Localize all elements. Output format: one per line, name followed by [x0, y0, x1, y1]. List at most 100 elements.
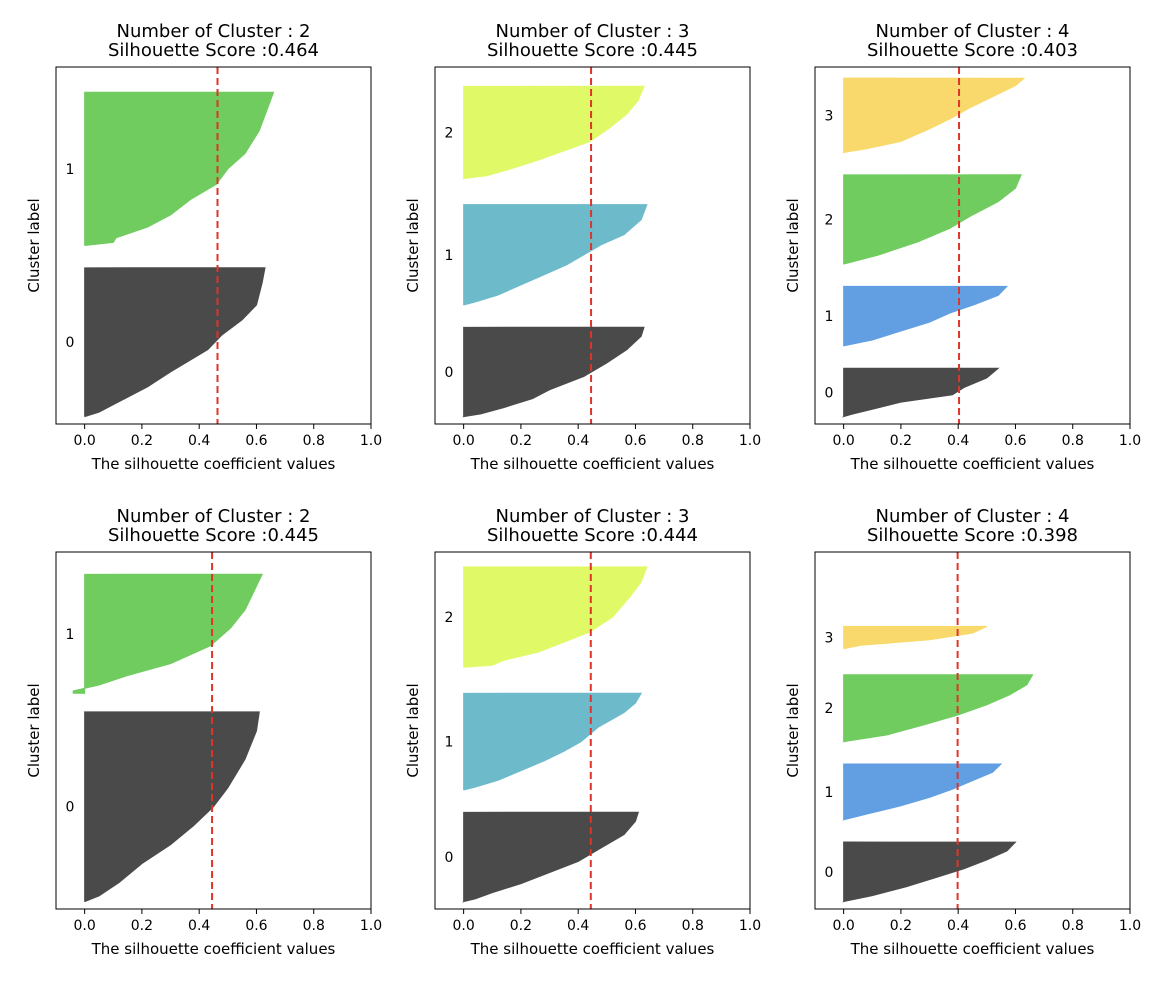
- cluster-1-silhouette: [463, 204, 648, 306]
- x-tick-label: 0.6: [1004, 433, 1026, 449]
- chart-title-line-2: Silhouette Score :0.464: [108, 40, 319, 61]
- y-axis-label: Cluster label: [784, 683, 802, 777]
- x-tick-label: 1.0: [1119, 433, 1141, 449]
- cluster-1-label: 1: [825, 309, 834, 325]
- x-tick-label: 1.0: [739, 918, 761, 934]
- cluster-0-silhouette: [841, 367, 1000, 418]
- cluster-0-label: 0: [825, 385, 834, 401]
- chart-title-line-1: Number of Cluster : 4: [876, 506, 1070, 527]
- y-axis-label: Cluster label: [404, 198, 422, 292]
- y-axis-label: Cluster label: [25, 683, 43, 777]
- x-tick-label: 0.0: [833, 433, 855, 449]
- axes-frame: [814, 551, 1131, 910]
- x-tick-label: 0.2: [510, 433, 532, 449]
- cluster-1-label: 1: [825, 785, 834, 801]
- cluster-0-silhouette: [842, 841, 1017, 903]
- x-axis-label: The silhouette coefficient values: [850, 455, 1095, 473]
- cluster-1-label: 1: [445, 735, 454, 751]
- axes-frame: [55, 66, 372, 425]
- silhouette-panel-3: 0 1 2 3 0.0 0.2 0.4 0.6 0.8 1.0 The silhouette coe…: [784, 21, 1141, 473]
- x-axis-label: The silhouette coefficient values: [91, 455, 336, 473]
- chart-title-line-2: Silhouette Score :0.445: [487, 40, 698, 61]
- x-tick-label: 0.2: [890, 433, 912, 449]
- x-tick-label: 0.6: [624, 918, 646, 934]
- cluster-1-label: 1: [66, 162, 75, 178]
- x-axis-label: The silhouette coefficient values: [470, 455, 715, 473]
- x-tick-label: 0.8: [682, 433, 704, 449]
- cluster-0-label: 0: [825, 865, 834, 881]
- chart-title-line-1: Number of Cluster : 3: [496, 21, 690, 42]
- y-axis-label: Cluster label: [784, 198, 802, 292]
- cluster-2-label: 2: [445, 125, 454, 141]
- cluster-1-silhouette: [84, 91, 275, 246]
- silhouette-panel-1: 0 1 0.0 0.2 0.4 0.6 0.8 1.0 The silhouette coeff…: [25, 21, 382, 473]
- x-tick-label: 0.2: [890, 918, 912, 934]
- chart-title-line-1: Number of Cluster : 2: [117, 21, 311, 42]
- cluster-0-label: 0: [66, 800, 75, 816]
- x-tick-label: 0.8: [682, 918, 704, 934]
- cluster-2-label: 2: [445, 610, 454, 626]
- cluster-2-label: 2: [825, 701, 834, 717]
- axes-frame: [55, 551, 372, 910]
- chart-title-line-1: Number of Cluster : 4: [876, 21, 1070, 42]
- chart-title-line-1: Number of Cluster : 2: [117, 506, 311, 527]
- chart-title-line-2: Silhouette Score :0.444: [487, 525, 698, 546]
- axes-frame: [434, 551, 751, 910]
- cluster-0-label: 0: [445, 365, 454, 381]
- x-tick-label: 0.6: [624, 433, 646, 449]
- x-tick-label: 0.8: [1062, 433, 1084, 449]
- chart-title-line-1: Number of Cluster : 3: [496, 506, 690, 527]
- cluster-1-label: 1: [66, 627, 75, 643]
- x-tick-label: 0.8: [303, 918, 325, 934]
- axes-frame: [814, 66, 1131, 425]
- cluster-2-silhouette: [463, 566, 648, 668]
- cluster-1-label: 1: [445, 248, 454, 264]
- x-tick-label: 0.4: [567, 433, 589, 449]
- cluster-3-silhouette: [843, 625, 988, 650]
- chart-title-line-2: Silhouette Score :0.403: [867, 40, 1078, 61]
- x-tick-label: 0.0: [74, 918, 96, 934]
- x-tick-label: 0.8: [303, 433, 325, 449]
- chart-title-line-2: Silhouette Score :0.398: [867, 525, 1078, 546]
- x-tick-label: 0.0: [74, 433, 96, 449]
- axes-frame: [434, 66, 751, 425]
- x-tick-label: 0.2: [131, 433, 153, 449]
- y-axis-label: Cluster label: [25, 198, 43, 292]
- x-tick-label: 1.0: [360, 433, 382, 449]
- x-tick-label: 0.4: [567, 918, 589, 934]
- x-tick-label: 0.0: [453, 433, 475, 449]
- silhouette-panel-4: 0 1 0.0 0.2 0.4 0.6 0.8 1.0 The silhouette coeff…: [25, 506, 382, 958]
- y-axis-label: Cluster label: [404, 683, 422, 777]
- x-tick-label: 1.0: [1119, 918, 1141, 934]
- cluster-3-label: 3: [825, 631, 834, 647]
- cluster-1-silhouette: [72, 573, 263, 694]
- cluster-0-silhouette: [84, 267, 266, 418]
- cluster-2-silhouette: [843, 174, 1022, 265]
- x-axis-label: The silhouette coefficient values: [470, 940, 715, 958]
- x-tick-label: 0.0: [453, 918, 475, 934]
- x-axis-label: The silhouette coefficient values: [91, 940, 336, 958]
- silhouette-panel-6: 0 1 2 3 0.0 0.2 0.4 0.6 0.8 1.0 The silhouette coe…: [784, 506, 1141, 958]
- cluster-2-label: 2: [825, 212, 834, 228]
- cluster-2-silhouette: [462, 85, 645, 180]
- cluster-0-label: 0: [445, 850, 454, 866]
- cluster-0-label: 0: [66, 335, 75, 351]
- x-tick-label: 0.6: [1004, 918, 1026, 934]
- cluster-1-silhouette: [843, 285, 1009, 347]
- silhouette-panel-5: 0 1 2 0.0 0.2 0.4 0.6 0.8 1.0 The silhouette coef…: [404, 506, 761, 958]
- x-tick-label: 0.8: [1062, 918, 1084, 934]
- x-tick-label: 1.0: [739, 433, 761, 449]
- x-axis-label: The silhouette coefficient values: [850, 940, 1095, 958]
- x-tick-label: 0.4: [947, 433, 969, 449]
- x-tick-label: 0.2: [131, 918, 153, 934]
- cluster-0-silhouette: [84, 711, 260, 903]
- chart-title-line-2: Silhouette Score :0.445: [108, 525, 319, 546]
- cluster-1-silhouette: [842, 763, 1003, 821]
- x-tick-label: 0.6: [245, 433, 267, 449]
- cluster-0-silhouette: [462, 811, 639, 903]
- silhouette-panel-2: 0 1 2 0.0 0.2 0.4 0.6 0.8 1.0 The silhouette coef…: [404, 21, 761, 473]
- x-tick-label: 0.2: [510, 918, 532, 934]
- cluster-3-label: 3: [825, 108, 834, 124]
- x-tick-label: 0.0: [833, 918, 855, 934]
